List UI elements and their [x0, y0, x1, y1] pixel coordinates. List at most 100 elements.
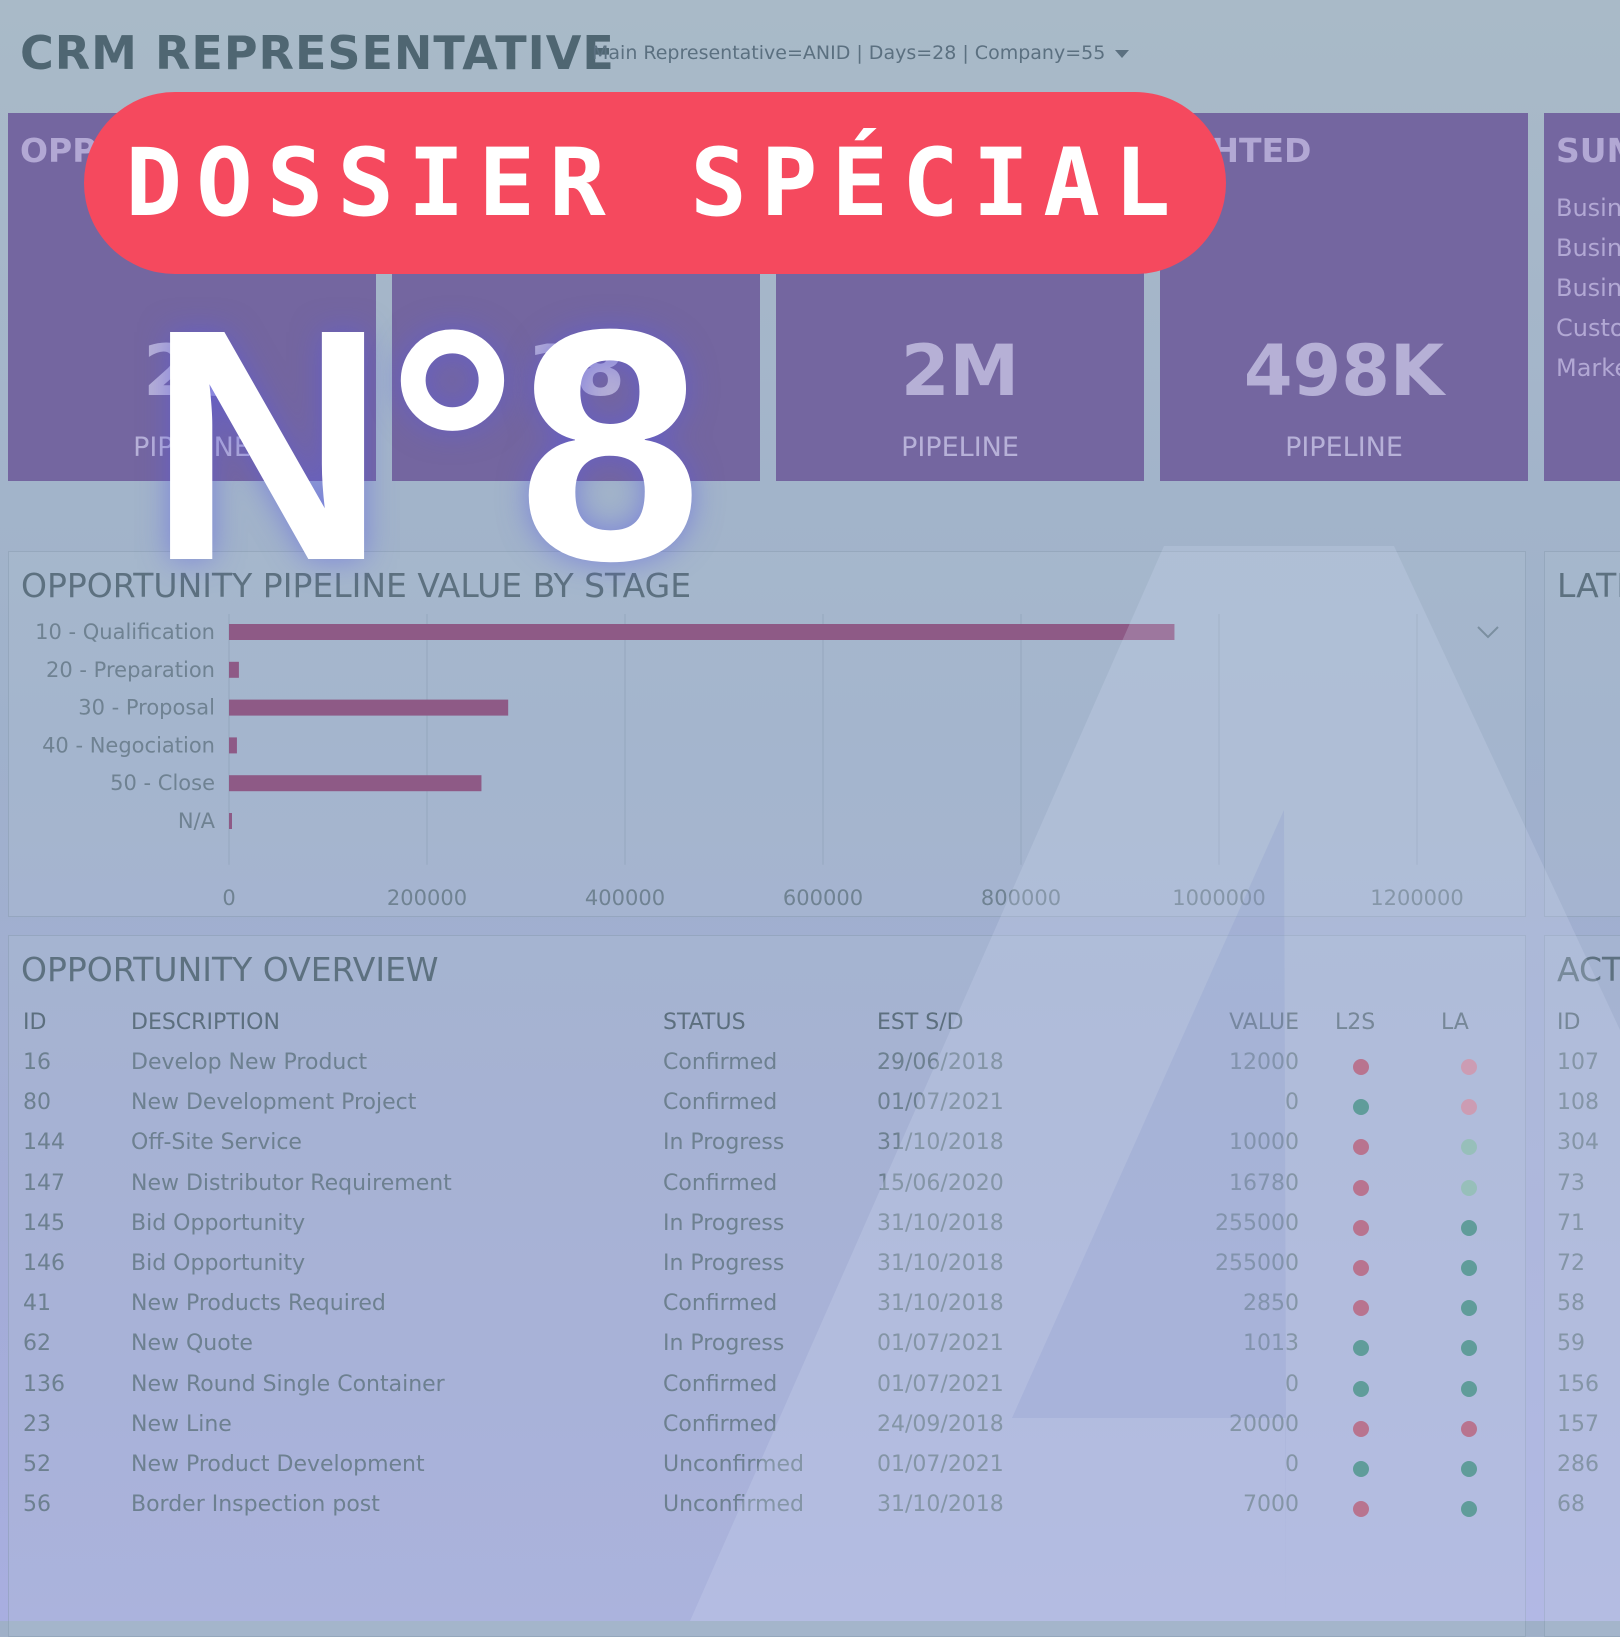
table-cell-status: Unconfirmed: [663, 1492, 804, 1518]
l2s-status-indicator: [1353, 1501, 1369, 1518]
l2s-status-indicator: [1353, 1179, 1369, 1196]
filter-dropdown[interactable]: Main Representative=ANID | Days=28 | Com…: [592, 42, 1130, 64]
summary-item: Busin: [1556, 274, 1620, 302]
activity-id-cell: 72: [1557, 1251, 1585, 1276]
table-cell-value: 16780: [1229, 1171, 1299, 1196]
column-header[interactable]: LA: [1441, 1010, 1469, 1035]
bar-50-close[interactable]: [229, 775, 482, 792]
table-cell-status: Confirmed: [663, 1371, 778, 1397]
table-cell-status: Unconfirmed: [663, 1452, 804, 1477]
table-cell-value: 12000: [1229, 1050, 1299, 1075]
x-tick-label: 200000: [387, 886, 467, 910]
kpi-footer: PIPELINE: [133, 432, 251, 463]
bar-10-qualification[interactable]: [229, 624, 1175, 640]
la-status-indicator: [1461, 1501, 1477, 1518]
chart-title: OPPORTUNITY PIPELINE VALUE BY STAGE: [21, 566, 692, 605]
table-cell-value: 0: [1285, 1452, 1299, 1477]
kpi-value: 28: [143, 330, 241, 412]
bar-n-a[interactable]: [229, 813, 232, 829]
table-cell-value: 1013: [1243, 1331, 1299, 1356]
table-cell-description: Bid Opportunity: [131, 1251, 306, 1276]
table-cell-date: 01/07/2021: [877, 1090, 1004, 1115]
table-cell-description: Develop New Product: [131, 1050, 368, 1075]
summary-item: Custo: [1556, 314, 1620, 342]
l2s-status-indicator: [1353, 1059, 1369, 1075]
x-tick-label: 0: [222, 886, 235, 910]
activity-id-cell: 58: [1557, 1291, 1585, 1316]
l2s-status-indicator: [1353, 1219, 1369, 1236]
table-cell-id: 147: [23, 1170, 65, 1196]
dossier-special-badge: DOSSIER SPÉCIAL: [84, 92, 1226, 274]
table-cell-description: New Product Development: [131, 1452, 425, 1477]
activity-id-cell: 107: [1557, 1050, 1599, 1075]
table-cell-value: 7000: [1243, 1492, 1299, 1517]
table-cell-description: New Products Required: [131, 1291, 386, 1317]
table-cell-value: 2850: [1243, 1291, 1299, 1316]
table-cell-value: 255000: [1215, 1251, 1299, 1276]
bar-40-negociation[interactable]: [229, 737, 237, 754]
table-cell-description: New Distributor Requirement: [131, 1170, 452, 1196]
category-label: 20 - Preparation: [46, 658, 215, 682]
l2s-status-indicator: [1353, 1340, 1369, 1357]
column-header[interactable]: VALUE: [1229, 1010, 1299, 1035]
table-cell-date: 24/09/2018: [877, 1412, 1004, 1437]
table-cell-status: In Progress: [663, 1210, 785, 1236]
table-cell-status: Confirmed: [663, 1170, 778, 1196]
kpi-tile-summary[interactable]: SUM Busin Busin Busin Custo Marke: [1544, 113, 1620, 481]
la-status-indicator: [1461, 1420, 1477, 1437]
summary-item: Busin: [1556, 234, 1620, 262]
table-cell-status: In Progress: [663, 1251, 785, 1276]
table-cell-date: 31/10/2018: [877, 1291, 1004, 1316]
l2s-status-indicator: [1353, 1380, 1369, 1397]
table-cell-value: 255000: [1215, 1211, 1299, 1236]
table-cell-id: 136: [23, 1371, 65, 1397]
table-cell-status: Confirmed: [663, 1411, 778, 1437]
filter-label: Main Representative=ANID | Days=28 | Com…: [592, 42, 1106, 64]
chevron-down-icon: [1115, 49, 1130, 58]
column-header[interactable]: ID: [23, 1010, 47, 1035]
table-cell-status: Confirmed: [663, 1291, 778, 1317]
panel-title: LATE: [1557, 566, 1620, 605]
kpi-title: OPP: [20, 131, 97, 170]
bar-30-proposal[interactable]: [229, 699, 509, 716]
table-cell-description: New Round Single Container: [131, 1371, 445, 1397]
l2s-status-indicator: [1353, 1300, 1369, 1317]
column-header[interactable]: ID: [1557, 1010, 1580, 1035]
column-header[interactable]: L2S: [1335, 1010, 1375, 1035]
table-cell-description: New Line: [131, 1411, 232, 1437]
activity-id-cell: 157: [1557, 1412, 1599, 1437]
table-cell-description: New Development Project: [131, 1090, 417, 1116]
table-cell-id: 80: [23, 1090, 51, 1116]
table-cell-date: 31/10/2018: [877, 1251, 1004, 1276]
bar-20-preparation[interactable]: [229, 661, 239, 678]
table-cell-id: 144: [23, 1130, 65, 1156]
table-cell-description: Border Inspection post: [131, 1492, 380, 1518]
column-header[interactable]: EST S/D: [877, 1010, 964, 1035]
activity-id-cell: 71: [1557, 1211, 1585, 1236]
x-tick-label: 800000: [981, 886, 1061, 910]
table-cell-date: 15/06/2020: [877, 1171, 1004, 1196]
table-cell-id: 56: [23, 1492, 51, 1518]
table-cell-date: 31/10/2018: [877, 1211, 1004, 1236]
table-cell-value: 0: [1285, 1372, 1299, 1397]
x-tick-label: 600000: [783, 886, 863, 910]
column-header[interactable]: DESCRIPTION: [131, 1010, 280, 1035]
table-cell-date: 01/07/2021: [877, 1452, 1004, 1477]
l2s-status-indicator: [1353, 1461, 1369, 1477]
kpi-footer: PIPELINE: [1285, 432, 1403, 463]
column-header[interactable]: STATUS: [663, 1010, 746, 1035]
chevron-down-icon[interactable]: [1475, 624, 1501, 640]
activity-id-cell: 156: [1557, 1372, 1599, 1397]
table-cell-id: 52: [23, 1452, 51, 1477]
activity-id-cell: 59: [1557, 1331, 1585, 1356]
la-status-indicator: [1461, 1380, 1477, 1397]
table-cell-value: 10000: [1229, 1130, 1299, 1155]
l2s-status-indicator: [1353, 1099, 1369, 1116]
table-cell-status: In Progress: [663, 1130, 785, 1156]
category-label: 50 - Close: [110, 771, 215, 795]
kpi-value: 18: [527, 330, 625, 412]
kpi-footer: PIPELINE: [901, 432, 1019, 463]
table-cell-date: 29/06/2018: [877, 1050, 1004, 1075]
table-cell-id: 23: [23, 1411, 51, 1437]
table-cell-id: 146: [23, 1251, 65, 1276]
